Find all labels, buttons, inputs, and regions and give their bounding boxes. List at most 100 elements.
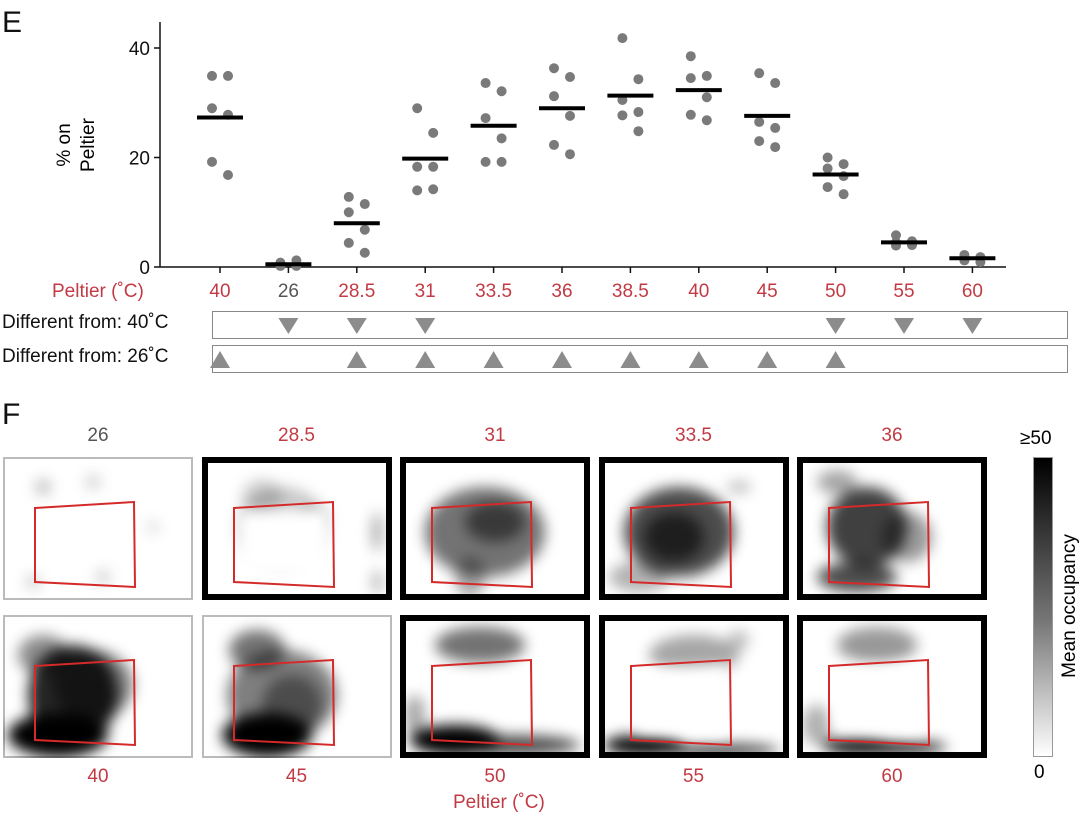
data-point — [838, 189, 849, 200]
heatmap-tile — [201, 615, 392, 758]
heatmap-tile-label: 45 — [285, 766, 308, 787]
data-point — [223, 70, 233, 81]
sig-row2-label: Different from: 26˚C — [2, 346, 169, 367]
peltier-region-outline — [34, 500, 137, 589]
scatter-plot: 0 20 40 — [129, 22, 1006, 279]
data-point — [207, 156, 217, 167]
peltier-region-outline — [232, 500, 335, 589]
data-point — [359, 224, 370, 235]
x-tick-label: 50 — [825, 281, 847, 302]
peltier-region-outline — [34, 658, 137, 747]
up-triangle-marker — [346, 351, 367, 368]
data-point — [207, 103, 217, 114]
data-point — [496, 86, 507, 97]
data-point — [701, 92, 712, 103]
data-point — [754, 116, 765, 127]
x-tick-label: 40 — [688, 281, 710, 302]
heatmap-tile-label: 28.5 — [278, 425, 315, 446]
data-point — [701, 70, 712, 81]
up-triangle-marker — [620, 351, 641, 368]
heatmap-tile — [400, 615, 590, 758]
peltier-region-outline — [431, 500, 534, 589]
occupancy-heatmap — [425, 487, 545, 597]
peltier-region-outline — [232, 658, 335, 747]
heatmap-tile-label: 40 — [87, 766, 109, 787]
data-point — [770, 122, 781, 133]
colorbar-min-label: 0 — [1034, 762, 1045, 783]
x-tick-label: 28.5 — [338, 281, 376, 302]
x-tick-label: 26 — [277, 281, 299, 302]
data-point — [549, 91, 559, 102]
data-point — [565, 72, 575, 83]
down-triangle-marker — [346, 318, 367, 334]
data-point — [207, 70, 217, 81]
data-point — [480, 113, 491, 124]
panel-f-letter: F — [2, 398, 21, 431]
data-point — [549, 63, 559, 74]
heatmap-tile-label: 36 — [881, 425, 903, 446]
data-point — [359, 199, 370, 210]
x-tick-label: 55 — [893, 281, 915, 302]
up-triangle-marker — [825, 351, 846, 368]
peltier-region-outline — [629, 500, 732, 589]
data-point — [770, 78, 781, 89]
heatmap-tile — [400, 457, 590, 600]
heatmap-tile-label: 50 — [484, 766, 506, 787]
heatmap-tile — [201, 457, 392, 600]
data-point — [428, 161, 439, 172]
heatmap-tile — [3, 457, 193, 600]
sig-row1-label: Different from: 40˚C — [2, 312, 169, 333]
data-point — [428, 184, 439, 195]
data-point — [617, 33, 628, 44]
data-point — [754, 136, 765, 147]
data-point — [685, 51, 696, 62]
up-triangle-marker — [210, 351, 230, 368]
data-point — [359, 247, 370, 258]
up-triangle-marker — [552, 351, 572, 368]
heatmap-tile-label: 26 — [87, 425, 109, 446]
data-point — [770, 142, 781, 153]
occupancy-heatmap — [603, 630, 779, 756]
down-triangle-marker — [415, 318, 436, 334]
sig-row2-box — [212, 345, 1068, 373]
heatmap-tile-label: 33.5 — [675, 425, 712, 446]
up-triangle-marker — [757, 351, 778, 368]
peltier-region-outline — [828, 500, 931, 589]
heatmap-tile — [598, 457, 789, 600]
heatmap-tile-label: 31 — [484, 425, 506, 446]
y-tick-label: 0 — [139, 258, 150, 279]
peltier-region-outline — [828, 658, 931, 747]
down-triangle-marker — [894, 318, 914, 334]
x-tick-label: 45 — [756, 281, 778, 302]
data-point — [412, 185, 423, 196]
data-point — [496, 133, 507, 144]
y-tick-label: 40 — [129, 39, 150, 60]
up-triangle-marker — [688, 351, 709, 368]
colorbar-max-label: ≥50 — [1020, 428, 1052, 449]
data-point — [617, 110, 628, 121]
up-triangle-marker — [483, 351, 504, 368]
data-point — [480, 156, 491, 167]
data-point — [754, 68, 765, 79]
peltier-region-outline — [629, 658, 732, 747]
data-point — [343, 237, 354, 248]
x-tick-label: 60 — [961, 281, 983, 302]
heatmap-tile-label: 60 — [881, 766, 903, 787]
data-point — [822, 152, 833, 163]
data-point — [412, 161, 423, 172]
x-axis-label: Peltier (˚C) — [52, 281, 144, 302]
data-point — [822, 163, 833, 174]
heatmap-tile — [797, 615, 987, 758]
f-x-axis-label: Peltier (˚C) — [453, 792, 545, 813]
data-point — [633, 74, 644, 85]
data-point — [496, 156, 507, 167]
data-point — [343, 191, 354, 202]
data-point — [565, 110, 575, 121]
occupancy-heatmap — [221, 630, 337, 757]
data-point — [838, 159, 849, 170]
down-triangle-marker — [278, 318, 299, 334]
data-point — [223, 170, 233, 181]
y-tick-label: 20 — [129, 149, 150, 170]
colorbar-label: Mean occupancy — [1059, 534, 1080, 678]
data-point — [891, 230, 901, 241]
